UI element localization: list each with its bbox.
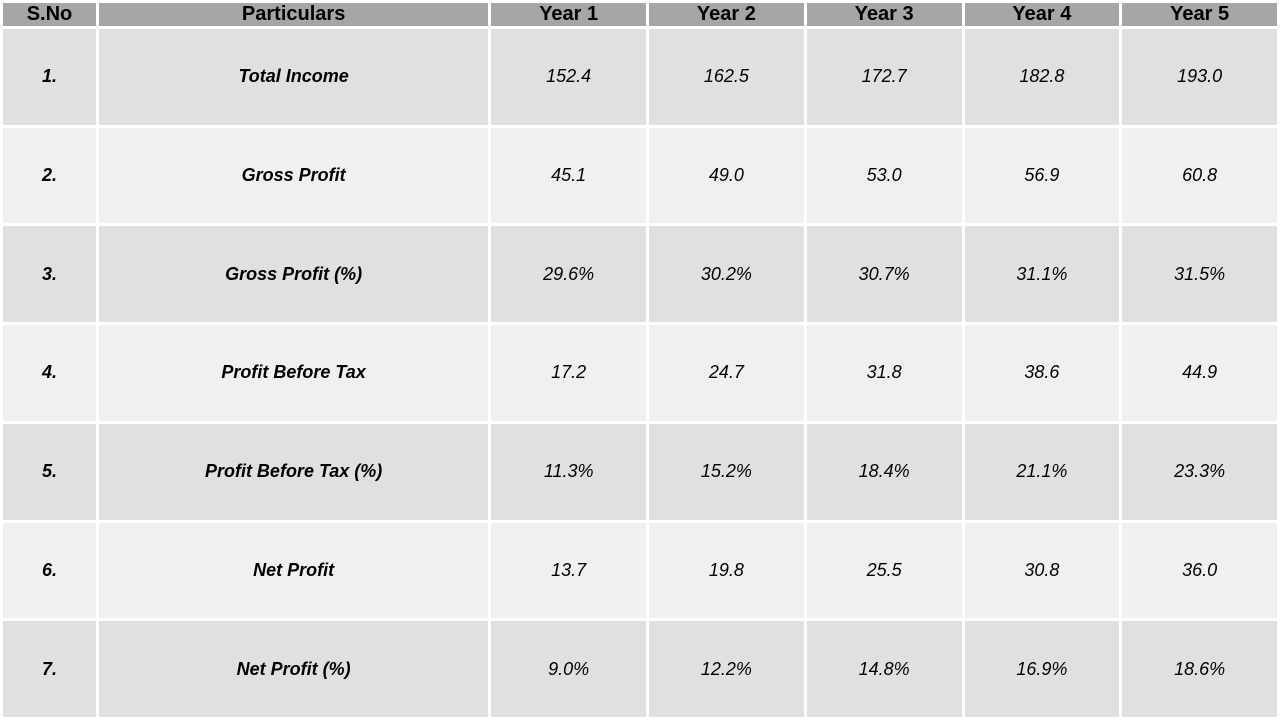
cell-value: 23.3%: [1122, 424, 1277, 520]
table-row: 6. Net Profit 13.7 19.8 25.5 30.8 36.0: [3, 523, 1277, 619]
cell-value: 44.9: [1122, 325, 1277, 421]
cell-sno: 2.: [3, 128, 96, 224]
col-header-year4: Year 4: [965, 3, 1120, 26]
table-header-row: S.No Particulars Year 1 Year 2 Year 3 Ye…: [3, 3, 1277, 26]
cell-value: 18.4%: [807, 424, 962, 520]
cell-sno: 5.: [3, 424, 96, 520]
cell-label: Total Income: [99, 29, 488, 125]
cell-value: 31.8: [807, 325, 962, 421]
cell-label: Profit Before Tax: [99, 325, 488, 421]
cell-sno: 3.: [3, 226, 96, 322]
cell-sno: 4.: [3, 325, 96, 421]
col-header-year2: Year 2: [649, 3, 804, 26]
col-header-year3: Year 3: [807, 3, 962, 26]
col-header-sno: S.No: [3, 3, 96, 26]
cell-value: 30.8: [965, 523, 1120, 619]
cell-value: 21.1%: [965, 424, 1120, 520]
cell-label: Profit Before Tax (%): [99, 424, 488, 520]
financial-table: S.No Particulars Year 1 Year 2 Year 3 Ye…: [0, 0, 1280, 720]
cell-sno: 1.: [3, 29, 96, 125]
cell-value: 18.6%: [1122, 621, 1277, 717]
cell-value: 29.6%: [491, 226, 646, 322]
cell-value: 12.2%: [649, 621, 804, 717]
table-row: 5. Profit Before Tax (%) 11.3% 15.2% 18.…: [3, 424, 1277, 520]
table-row: 3. Gross Profit (%) 29.6% 30.2% 30.7% 31…: [3, 226, 1277, 322]
cell-value: 13.7: [491, 523, 646, 619]
cell-value: 172.7: [807, 29, 962, 125]
cell-label: Net Profit: [99, 523, 488, 619]
col-header-particulars: Particulars: [99, 3, 488, 26]
cell-value: 25.5: [807, 523, 962, 619]
table-row: 7. Net Profit (%) 9.0% 12.2% 14.8% 16.9%…: [3, 621, 1277, 717]
cell-value: 11.3%: [491, 424, 646, 520]
cell-value: 30.7%: [807, 226, 962, 322]
col-header-year5: Year 5: [1122, 3, 1277, 26]
cell-value: 45.1: [491, 128, 646, 224]
cell-label: Gross Profit (%): [99, 226, 488, 322]
cell-value: 60.8: [1122, 128, 1277, 224]
cell-value: 38.6: [965, 325, 1120, 421]
cell-value: 49.0: [649, 128, 804, 224]
cell-value: 19.8: [649, 523, 804, 619]
cell-value: 31.5%: [1122, 226, 1277, 322]
cell-value: 53.0: [807, 128, 962, 224]
cell-value: 56.9: [965, 128, 1120, 224]
cell-label: Gross Profit: [99, 128, 488, 224]
table-row: 1. Total Income 152.4 162.5 172.7 182.8 …: [3, 29, 1277, 125]
cell-value: 193.0: [1122, 29, 1277, 125]
col-header-year1: Year 1: [491, 3, 646, 26]
cell-sno: 7.: [3, 621, 96, 717]
table-body: 1. Total Income 152.4 162.5 172.7 182.8 …: [3, 29, 1277, 717]
cell-value: 15.2%: [649, 424, 804, 520]
cell-value: 24.7: [649, 325, 804, 421]
cell-label: Net Profit (%): [99, 621, 488, 717]
cell-sno: 6.: [3, 523, 96, 619]
cell-value: 36.0: [1122, 523, 1277, 619]
cell-value: 182.8: [965, 29, 1120, 125]
cell-value: 30.2%: [649, 226, 804, 322]
table-row: 2. Gross Profit 45.1 49.0 53.0 56.9 60.8: [3, 128, 1277, 224]
cell-value: 162.5: [649, 29, 804, 125]
cell-value: 17.2: [491, 325, 646, 421]
table-row: 4. Profit Before Tax 17.2 24.7 31.8 38.6…: [3, 325, 1277, 421]
cell-value: 9.0%: [491, 621, 646, 717]
cell-value: 14.8%: [807, 621, 962, 717]
cell-value: 16.9%: [965, 621, 1120, 717]
cell-value: 31.1%: [965, 226, 1120, 322]
cell-value: 152.4: [491, 29, 646, 125]
